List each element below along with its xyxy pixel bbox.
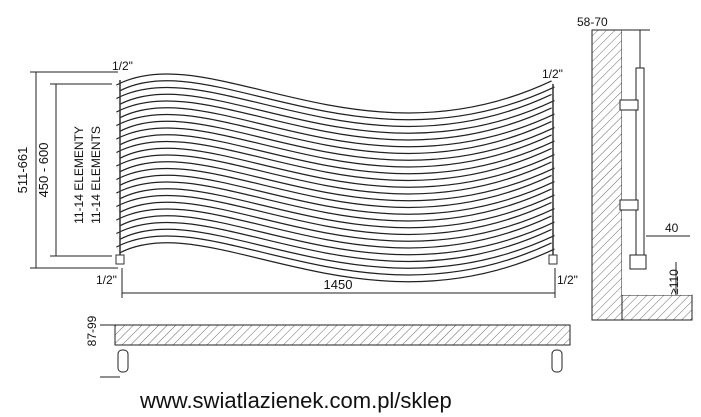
connection-label: 1/2" bbox=[542, 67, 563, 81]
radiator-tubes bbox=[116, 73, 555, 283]
tube bbox=[116, 182, 555, 228]
tube bbox=[116, 236, 555, 282]
tube bbox=[116, 88, 555, 133]
connection-label: 1/2" bbox=[557, 273, 578, 287]
floor bbox=[621, 294, 693, 321]
floor-clearance: ≥110 bbox=[667, 269, 681, 295]
width: 1450 bbox=[324, 277, 353, 292]
height-spacing: 450 - 600 bbox=[36, 143, 51, 198]
tube bbox=[116, 128, 555, 174]
elements-pl: 11-14 ELEMENTY bbox=[72, 126, 86, 224]
height-total: 511-661 bbox=[15, 147, 30, 194]
wall bbox=[591, 29, 623, 321]
tube bbox=[116, 74, 555, 120]
tube bbox=[116, 155, 555, 201]
tube bbox=[116, 169, 555, 214]
tube bbox=[116, 142, 555, 187]
tube bbox=[116, 101, 555, 147]
tube bbox=[116, 115, 555, 160]
wall-distance: 58-70 bbox=[577, 15, 608, 29]
pipe-offset: 40 bbox=[665, 221, 679, 235]
connection-label: 1/2" bbox=[112, 59, 133, 73]
depth: 87-99 bbox=[85, 315, 99, 346]
footer-url: www.swiatlazienek.com.pl/sklep bbox=[139, 388, 452, 413]
tube bbox=[116, 196, 555, 241]
elements-en: 11-14 ELEMENTS bbox=[89, 126, 103, 224]
top-view bbox=[114, 324, 571, 346]
tube bbox=[116, 223, 555, 268]
connection-label: 1/2" bbox=[96, 273, 117, 287]
tube bbox=[116, 209, 555, 255]
